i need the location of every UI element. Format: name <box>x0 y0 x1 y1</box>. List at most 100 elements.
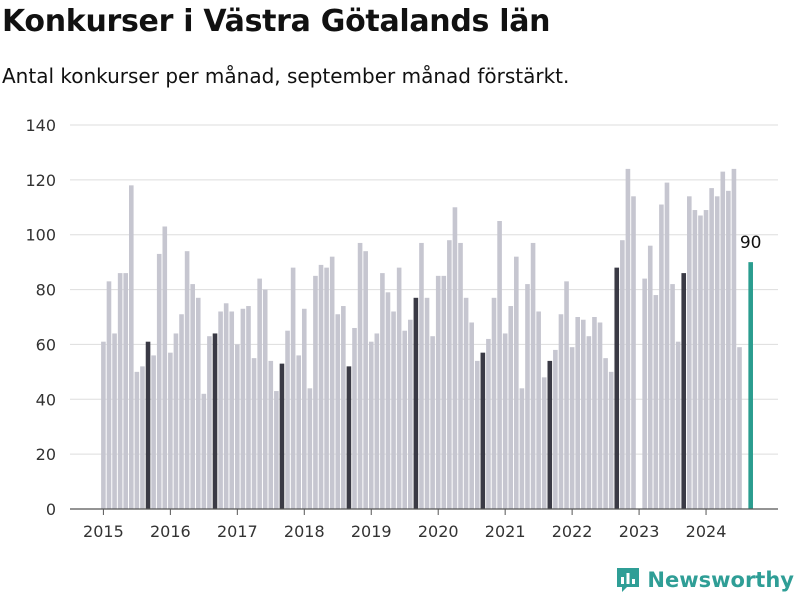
bar <box>368 341 374 509</box>
bar <box>229 311 235 509</box>
bar <box>731 168 737 509</box>
bar <box>569 347 575 509</box>
bar <box>558 314 564 509</box>
bar <box>307 388 313 509</box>
bar <box>341 306 346 509</box>
data-labels: 90 <box>740 233 762 253</box>
bar <box>458 242 463 509</box>
bar <box>402 330 408 509</box>
bar <box>134 371 140 509</box>
x-tick-label: 2015 <box>83 522 124 541</box>
bar <box>129 185 134 509</box>
bar <box>218 311 223 509</box>
bar <box>469 322 474 509</box>
bar <box>447 240 452 509</box>
bar <box>352 327 357 509</box>
bar <box>575 317 580 509</box>
x-tick-label: 2023 <box>619 522 660 541</box>
bar <box>413 297 419 509</box>
bar <box>301 308 307 509</box>
bar <box>290 267 296 509</box>
bar <box>709 188 714 509</box>
bar <box>274 391 279 509</box>
y-tick-label: 60 <box>36 335 56 354</box>
bar <box>737 347 742 509</box>
bar <box>296 355 301 509</box>
x-tick-label: 2017 <box>217 522 258 541</box>
bar <box>257 278 262 509</box>
newsworthy-logo-icon <box>617 568 640 592</box>
bar <box>396 267 402 509</box>
bar <box>419 242 424 509</box>
bar <box>145 341 151 509</box>
bar <box>530 242 536 509</box>
bar <box>123 273 129 509</box>
bar <box>329 256 335 509</box>
bar <box>514 256 519 509</box>
bar <box>391 311 396 509</box>
bar <box>698 215 703 509</box>
bar <box>235 344 240 509</box>
newsworthy-logo[interactable]: Newsworthy <box>615 566 794 594</box>
bar <box>480 352 486 509</box>
bar <box>720 171 726 509</box>
bar <box>346 366 352 509</box>
bar <box>608 371 614 509</box>
bar <box>179 314 184 509</box>
bar <box>112 333 117 509</box>
bar <box>497 221 502 509</box>
bar <box>703 210 709 509</box>
y-tick-label: 0 <box>46 500 56 519</box>
chart-subtitle: Antal konkurser per månad, september mån… <box>2 64 570 88</box>
bar <box>190 284 195 509</box>
bar <box>168 352 173 509</box>
bar <box>279 363 285 509</box>
bar <box>625 168 631 509</box>
bar <box>156 253 162 509</box>
bar <box>335 314 341 509</box>
bar <box>357 242 363 509</box>
bar <box>536 311 541 509</box>
bar <box>463 297 469 509</box>
bar <box>547 360 553 509</box>
bar <box>385 292 391 509</box>
bar <box>687 196 692 509</box>
bar <box>223 303 229 509</box>
bar <box>580 319 586 509</box>
bar <box>374 333 380 509</box>
bar <box>631 196 636 509</box>
bar <box>564 281 569 509</box>
bar <box>603 358 608 509</box>
bar <box>692 210 698 509</box>
bar <box>502 333 508 509</box>
x-axis <box>70 508 778 515</box>
bar <box>424 297 430 509</box>
x-tick-label: 2024 <box>686 522 727 541</box>
bar <box>726 190 731 509</box>
bar <box>162 226 168 510</box>
y-tick-label: 120 <box>25 171 56 190</box>
bar <box>647 245 653 509</box>
bars <box>101 168 753 510</box>
bar <box>659 204 664 510</box>
y-axis-tick-labels: 0 20 40 60 80 100 120 140 <box>25 116 56 519</box>
x-tick-label: 2016 <box>150 522 191 541</box>
bar <box>101 341 106 509</box>
bar <box>313 275 318 509</box>
bar <box>675 341 681 509</box>
bar <box>207 336 212 509</box>
x-tick-label: 2018 <box>284 522 325 541</box>
bar <box>452 207 458 510</box>
bar <box>380 273 385 509</box>
bar <box>597 322 603 509</box>
bar <box>592 317 597 509</box>
bar <box>430 336 435 509</box>
newsworthy-logo-text: Newsworthy <box>647 568 794 592</box>
bar <box>525 284 530 509</box>
bar <box>240 308 246 509</box>
bar <box>184 251 190 510</box>
bar <box>653 295 659 509</box>
bar <box>246 306 251 509</box>
bar <box>586 336 592 509</box>
bar <box>195 297 201 509</box>
